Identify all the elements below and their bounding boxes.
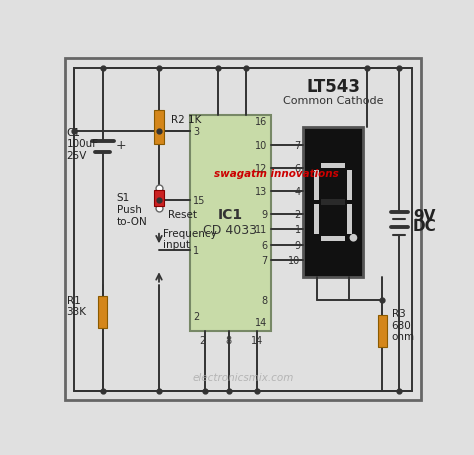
Text: swagatm innovations: swagatm innovations [214,169,338,179]
Text: Frequency
input: Frequency input [163,228,217,250]
Text: IC1: IC1 [218,207,243,222]
Text: 7: 7 [261,256,267,266]
Text: 6: 6 [294,163,301,173]
Text: 11: 11 [255,225,267,235]
Bar [314,205,319,234]
Text: 16: 16 [255,117,267,127]
Bar [155,110,164,145]
Text: 3: 3 [193,126,199,136]
Text: 2: 2 [294,209,301,219]
Bar [321,200,345,205]
Text: 2: 2 [193,311,199,321]
Text: 2: 2 [199,335,205,345]
Text: 14: 14 [255,317,267,327]
Text: 1: 1 [294,225,301,235]
Text: 13: 13 [255,187,267,197]
Text: 10: 10 [288,256,301,266]
Text: 12: 12 [255,163,267,173]
Text: C1
100uF
25V: C1 100uF 25V [66,127,99,161]
Text: electronicsmix.com: electronicsmix.com [192,372,293,382]
Text: 4: 4 [294,187,301,197]
Text: 8: 8 [262,295,267,305]
Bar [154,191,164,207]
Bar [347,171,352,200]
Bar [321,163,345,169]
Text: Common Cathode: Common Cathode [283,96,383,106]
Circle shape [349,234,357,242]
Text: 10: 10 [255,140,267,150]
Text: 8: 8 [226,335,232,345]
Text: 9V: 9V [413,208,436,223]
Text: 15: 15 [193,196,205,206]
Text: R1
33K: R1 33K [66,295,87,317]
Bar [347,205,352,234]
Text: 1: 1 [193,246,199,256]
Bar [314,171,319,200]
Text: +: + [116,139,127,152]
Text: 14: 14 [251,335,263,345]
Bar [303,127,363,278]
Text: 6: 6 [262,240,267,250]
Text: S1
Push
to-ON: S1 Push to-ON [117,193,147,226]
Bar [98,296,108,328]
Text: DC: DC [413,218,437,233]
Bar [378,315,387,347]
Text: 9: 9 [294,240,301,250]
Text: 7: 7 [294,140,301,150]
Text: 9: 9 [262,209,267,219]
Text: Reset: Reset [168,210,197,220]
Bar [321,236,345,242]
Text: R2 1K: R2 1K [171,115,201,125]
Bar [190,116,271,331]
Text: R3
680
ohm: R3 680 ohm [392,308,415,342]
Text: CD 4033: CD 4033 [203,223,257,236]
Text: LT543: LT543 [306,78,360,96]
